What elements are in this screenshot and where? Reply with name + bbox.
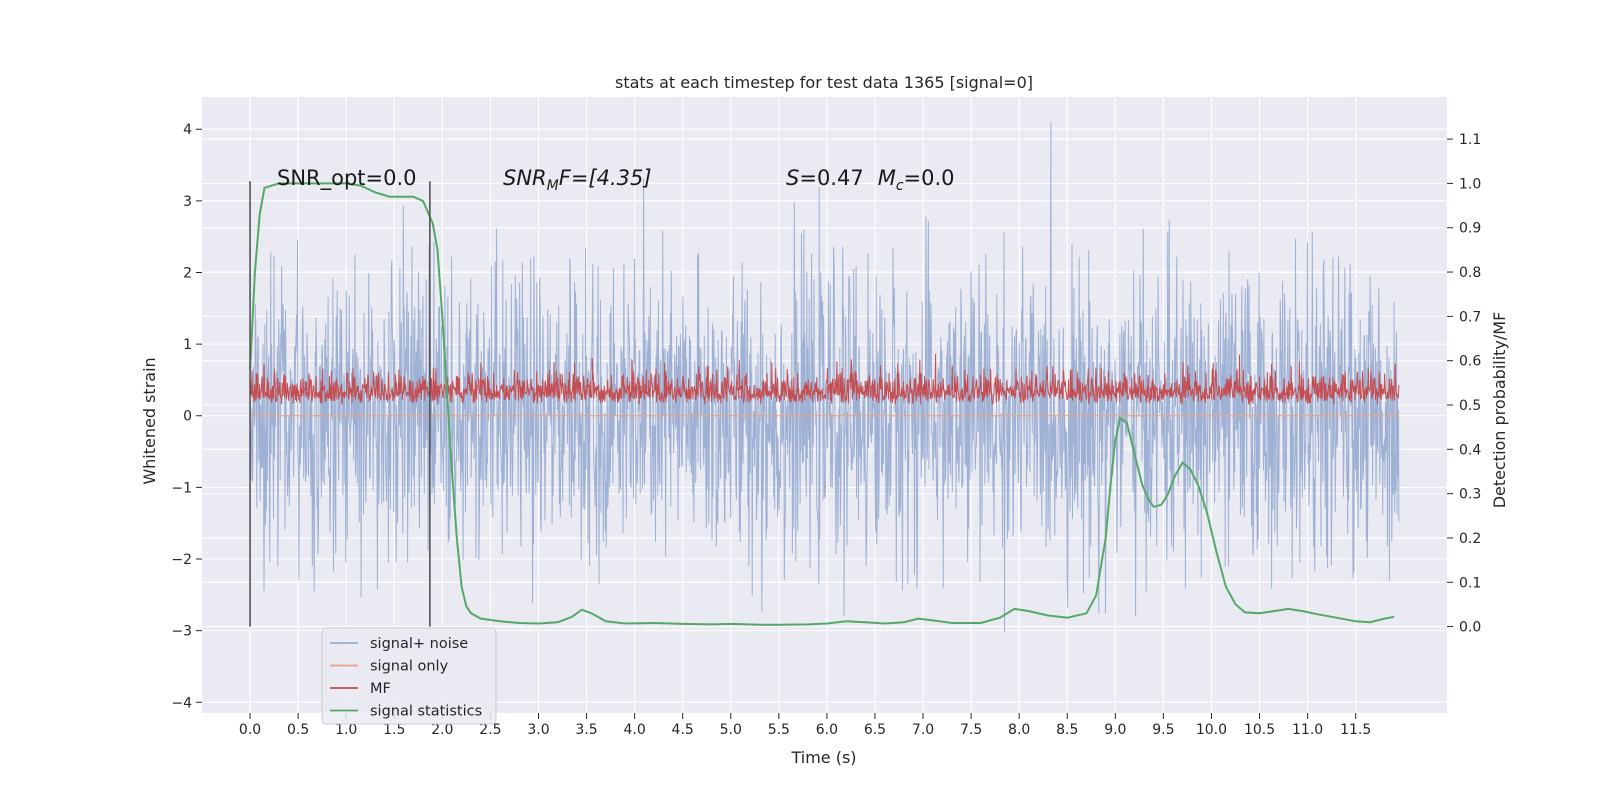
annotation-s: S=0.47 Mc=0.0: [786, 166, 955, 194]
x-tick-label: 5.0: [720, 722, 742, 738]
annotation-mc-sub: c: [896, 178, 904, 194]
x-tick-label: 10.0: [1196, 722, 1227, 738]
series-mf: [249, 353, 1400, 405]
x-tick-label: 9.5: [1152, 722, 1174, 738]
y-tick-label: −3: [171, 624, 192, 640]
legend-label: signal statistics: [370, 704, 482, 720]
y-tick-label: 2: [183, 265, 192, 281]
x-tick-label: 1.5: [383, 722, 405, 738]
x-tick-label: 1.0: [335, 722, 357, 738]
annotation-snr-mf-prefix: SNR: [503, 166, 547, 190]
x-tick-label: 2.0: [431, 722, 453, 738]
y-tick-label: 4: [183, 122, 192, 138]
x-tick-label: 11.0: [1292, 722, 1323, 738]
y-right-tick-label: 0.8: [1459, 265, 1481, 281]
x-tick-label: 4.5: [672, 722, 694, 738]
y-tick-label: 3: [183, 194, 192, 210]
annotation-snr-mf-suffix: F=[4.35]: [559, 166, 652, 190]
x-tick-label: 9.0: [1104, 722, 1126, 738]
x-tick-label: 0.0: [239, 722, 261, 738]
y-tick-label: −4: [171, 695, 192, 711]
x-tick-label: 5.5: [768, 722, 790, 738]
annotation-mc-val: =0.0: [904, 166, 955, 190]
y-right-tick-label: 0.2: [1459, 531, 1481, 547]
y-right-tick-label: 1.1: [1459, 132, 1481, 148]
annotation-snr-mf: SNRMF=[4.35]: [503, 166, 652, 194]
legend-box: [321, 627, 497, 725]
x-tick-label: 3.0: [527, 722, 549, 738]
y-right-tick-label: 0.5: [1459, 398, 1481, 414]
x-tick-label: 8.0: [1008, 722, 1030, 738]
series-signal-noise: [249, 122, 1400, 633]
x-axis-label: Time (s): [790, 748, 856, 767]
x-tick-label: 7.0: [912, 722, 934, 738]
y-right-tick-label: 1.0: [1459, 176, 1481, 192]
y-right-tick-label: 0.4: [1459, 442, 1481, 458]
y-tick-label: −1: [171, 480, 192, 496]
y-tick-label: −2: [171, 552, 192, 568]
y-right-tick-label: 0.3: [1459, 487, 1481, 503]
x-tick-label: 7.5: [960, 722, 982, 738]
annotation-s-var: S: [786, 166, 799, 190]
x-tick-label: 11.5: [1340, 722, 1371, 738]
legend-label: MF: [370, 681, 391, 697]
x-tick-label: 0.5: [287, 722, 309, 738]
x-tick-label: 2.5: [479, 722, 501, 738]
y-tick-label: 1: [183, 337, 192, 353]
x-tick-label: 6.0: [816, 722, 838, 738]
annotation-snr-opt: SNR_opt=0.0: [277, 166, 417, 191]
x-tick-label: 8.5: [1056, 722, 1078, 738]
x-tick-label: 6.5: [864, 722, 886, 738]
x-tick-label: 10.5: [1244, 722, 1275, 738]
chart-title: stats at each timestep for test data 136…: [615, 73, 1033, 92]
y-right-tick-label: 0.9: [1459, 221, 1481, 237]
series-signal-statistics: [249, 182, 1395, 626]
legend-label: signal only: [370, 659, 449, 675]
annotation-mc-var: M: [878, 166, 896, 190]
y-axis-label-right: Detection probability/MF: [1490, 312, 1509, 509]
annotation-s-val: =0.47: [799, 166, 863, 190]
y-right-tick-label: 0.6: [1459, 354, 1481, 370]
y-axis-label: Whitened strain: [140, 357, 159, 484]
y-right-tick-label: 0.1: [1459, 575, 1481, 591]
y-right-tick-label: 0.0: [1459, 620, 1481, 636]
x-tick-label: 3.5: [575, 722, 597, 738]
annotation-snr-mf-sub: M: [547, 178, 559, 194]
y-right-tick-label: 0.7: [1459, 309, 1481, 325]
legend-label: signal+ noise: [370, 636, 468, 652]
y-tick-label: 0: [183, 409, 192, 425]
x-tick-label: 4.0: [623, 722, 645, 738]
